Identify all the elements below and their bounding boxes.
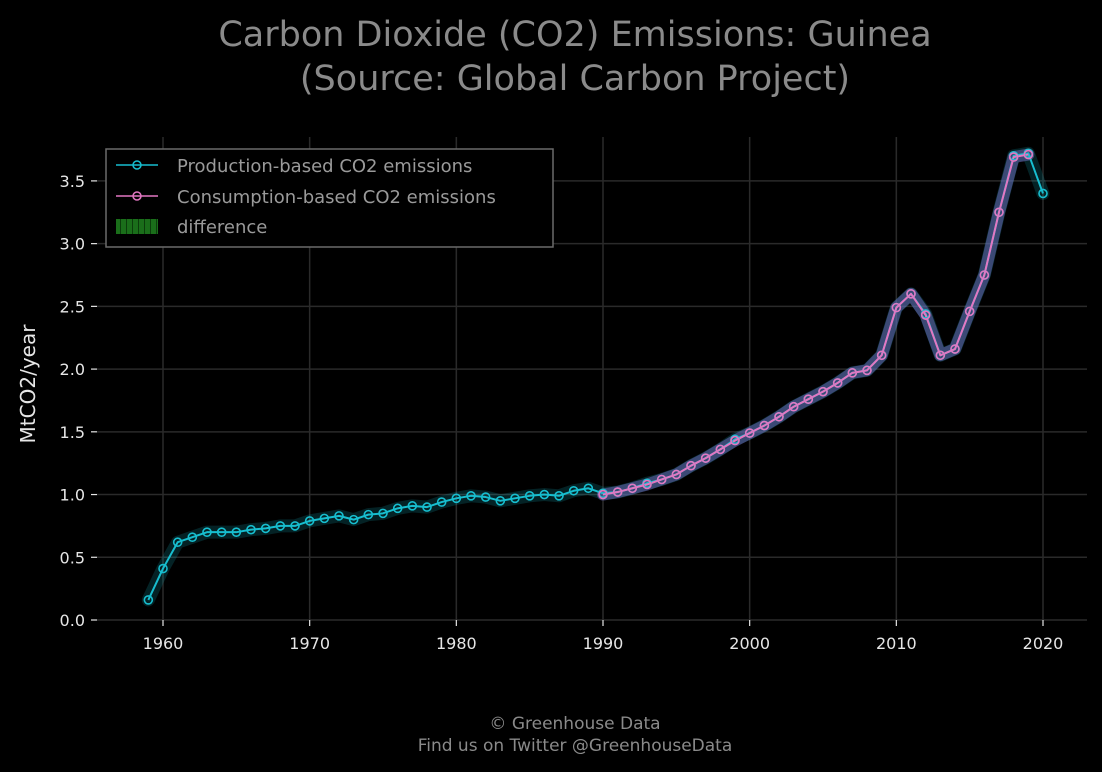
- consumption-point: [876, 350, 887, 361]
- production-point: [524, 490, 535, 501]
- chart-legend: Production-based CO2 emissions Consumpti…: [105, 148, 554, 248]
- consumption-point: [1023, 149, 1034, 160]
- consumption-point: [612, 487, 623, 497]
- consumption-point: [832, 378, 843, 388]
- consumption-point: [950, 344, 960, 354]
- legend-consumption-label: Consumption-based CO2 emissions: [177, 187, 496, 208]
- y-tick-label: 3.5: [60, 172, 85, 191]
- legend-consumption-marker: [132, 191, 142, 201]
- production-point: [451, 493, 462, 504]
- consumption-point: [862, 365, 872, 376]
- consumption-point: [906, 289, 916, 299]
- production-point: [539, 489, 550, 500]
- legend-frame: [105, 148, 554, 248]
- production-point: [275, 521, 286, 531]
- production-point: [1038, 188, 1048, 199]
- production-point: [260, 523, 271, 534]
- y-tick-label: 1.0: [60, 486, 85, 505]
- consumption-point: [803, 394, 814, 405]
- chart-title-line1: Carbon Dioxide (CO2) Emissions: Guinea: [218, 15, 931, 55]
- consumption-point: [744, 428, 755, 438]
- consumption-point: [1008, 152, 1019, 162]
- production-point: [246, 524, 256, 535]
- x-tick-label: 1970: [289, 634, 330, 653]
- consumption-point: [598, 489, 608, 500]
- consumption-point: [847, 368, 858, 378]
- production-point: [466, 490, 476, 501]
- consumption-point: [774, 411, 784, 422]
- consumption-point: [935, 350, 946, 361]
- production-point: [480, 492, 491, 502]
- data-series: [141, 146, 1050, 607]
- consumption-point: [656, 474, 667, 485]
- x-tick-label: 2020: [1023, 634, 1064, 653]
- consumption-point: [920, 310, 931, 320]
- production-point: [216, 527, 227, 537]
- production-point: [436, 497, 447, 507]
- y-tick-label: 0.0: [60, 611, 85, 630]
- legend-difference-label: difference: [177, 217, 267, 238]
- production-point: [363, 509, 374, 520]
- production-point: [378, 508, 388, 519]
- production-point: [304, 516, 315, 526]
- production-point: [422, 502, 432, 512]
- chart-title-line2: (Source: Global Carbon Project): [300, 59, 850, 99]
- production-point: [158, 563, 168, 574]
- axes: 1960 1970 1980 1990 2000 2010 2020 0.0 0.5 1.0 1.5…: [60, 172, 1064, 653]
- production-point: [231, 527, 242, 537]
- production-point: [510, 493, 520, 504]
- x-tick-label: 2000: [729, 634, 770, 653]
- legend-difference-patch: [116, 219, 158, 234]
- legend-production-marker: [132, 160, 142, 170]
- consumption-point: [994, 207, 1004, 218]
- consumption-point: [964, 306, 975, 317]
- legend-production-label: Production-based CO2 emissions: [177, 156, 472, 177]
- y-tick-label: 2.5: [60, 297, 85, 316]
- x-tick-label: 1960: [143, 634, 184, 653]
- production-point: [554, 490, 564, 501]
- production-point: [143, 595, 154, 605]
- production-point: [495, 496, 506, 506]
- production-point: [334, 511, 344, 521]
- consumption-point: [979, 270, 990, 280]
- production-point: [407, 501, 418, 511]
- consumption-point: [759, 420, 770, 431]
- footer-copyright: © Greenhouse Data: [489, 714, 660, 734]
- production-point: [392, 503, 403, 514]
- consumption-point: [891, 302, 902, 313]
- consumption-point: [818, 386, 828, 397]
- consumption-line: [602, 153, 1029, 496]
- consumption-point: [700, 453, 711, 463]
- y-tick-label: 0.5: [60, 548, 85, 567]
- production-point: [583, 483, 594, 494]
- consumption-point: [715, 444, 726, 455]
- consumption-point: [788, 401, 799, 412]
- production-point: [319, 513, 330, 524]
- consumption-point: [642, 479, 652, 490]
- x-tick-label: 1990: [583, 634, 624, 653]
- x-tick-label: 1980: [436, 634, 477, 653]
- production-point: [187, 532, 198, 543]
- production-point: [172, 537, 183, 548]
- y-axis-label: MtCO2/year: [16, 324, 40, 444]
- y-tick-label: 2.0: [60, 360, 85, 379]
- footer-twitter: Find us on Twitter @GreenhouseData: [418, 736, 733, 756]
- production-point: [202, 527, 212, 537]
- consumption-point: [686, 460, 696, 471]
- y-tick-label: 3.0: [60, 235, 85, 254]
- production-point: [290, 521, 300, 531]
- consumption-point: [627, 483, 638, 494]
- consumption-point: [671, 469, 682, 480]
- y-tick-label: 1.5: [60, 423, 85, 442]
- consumption-point: [730, 435, 740, 446]
- production-point: [568, 485, 579, 496]
- x-tick-label: 2010: [876, 634, 917, 653]
- production-point: [348, 514, 359, 525]
